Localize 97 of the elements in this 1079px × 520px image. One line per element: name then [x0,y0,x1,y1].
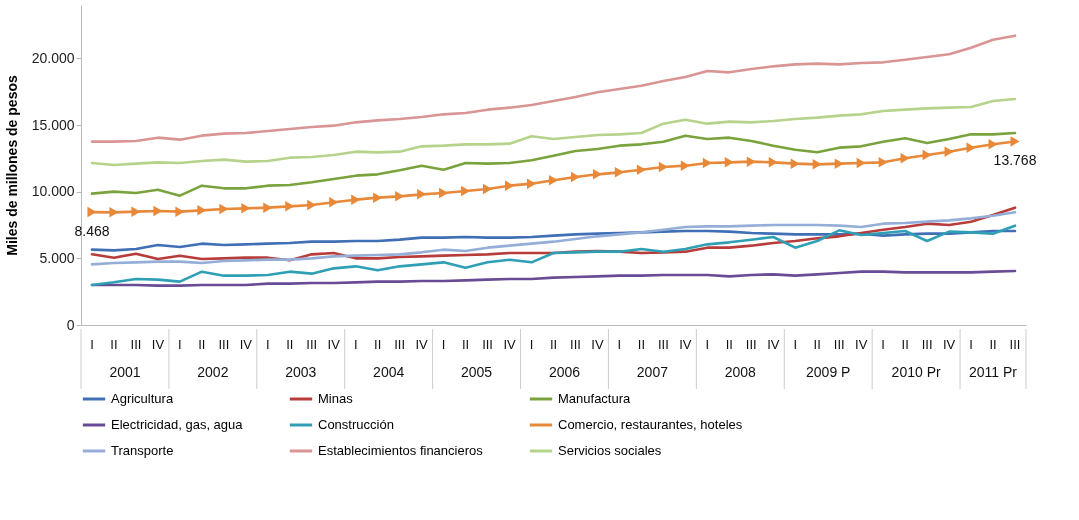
point [680,160,690,171]
legend-label: Manufactura [558,391,632,406]
x-tick-label: III [394,337,406,352]
x-tick-label: III [921,337,933,352]
x-tick-label: IV [239,337,253,352]
x-tick-label: IV [591,337,604,352]
point [548,175,559,186]
x-tick-label: III [570,337,581,352]
point [263,202,273,213]
x-tick-label: II [198,337,206,352]
point [570,171,581,183]
y-tick-label: 0 [66,316,75,333]
point [636,164,646,175]
x-tick-label: I [881,337,885,352]
x-tick-label: IV [327,337,341,352]
x-tick-label: I [705,337,710,352]
point [922,149,932,161]
text: 2007 [636,364,669,380]
x-tick-label: III [482,337,493,352]
legend-label: Establecimientos financieros [318,443,484,458]
x-tick-label: IV [679,337,692,352]
point [614,167,624,178]
legend-label: Servicios sociales [558,443,662,458]
point [878,157,888,168]
legend-label: Construcción [318,417,394,432]
point [526,178,537,189]
data-label: 13.768 [993,152,1037,169]
point [834,158,844,169]
x-tick-label: I [793,337,798,352]
data-label: 8.468 [74,223,110,240]
point [175,206,185,217]
x-tick-label: I [617,337,622,352]
point [461,185,471,197]
point [746,156,756,167]
legend-label: Minas [318,391,354,406]
x-tick-label: IV [767,337,780,352]
x-tick-label: I [969,337,973,352]
x-tick-label: I [529,337,534,352]
y-tick-label: 15.000 [31,116,75,133]
point [483,183,493,195]
point [373,192,383,203]
x-tick-label: II [813,337,821,352]
text: 2009 P [806,364,851,380]
text: 2005 [461,364,493,380]
x-tick-label: I [441,337,446,352]
x-tick-label: II [901,337,909,352]
legend-label: Electricidad, gas, agua [111,417,244,432]
x-tick-label: III [306,337,318,352]
point [592,169,602,180]
x-tick-label: III [745,337,757,352]
text: 2010 Pr [891,364,941,380]
x-tick-label: III [1009,337,1021,352]
x-tick-label: I [265,337,270,352]
y-tick-label: 20.000 [31,49,75,66]
x-tick-label: II [549,337,558,352]
point [439,187,449,199]
x-tick-label: II [989,337,997,352]
legend-label: Agricultura [111,391,174,406]
text: 2002 [197,364,229,380]
x-tick-label: IV [855,337,868,352]
legend-label: Transporte [111,443,174,458]
line-series [90,34,1017,143]
y-axis-title: Miles de millones de pesos [3,75,20,256]
y-tick-label: 5.000 [39,249,75,266]
x-tick-label: I [178,337,182,352]
x-tick-label: II [725,337,733,352]
x-tick-label: II [461,337,470,352]
text: 2004 [373,364,405,380]
point [790,158,800,169]
x-tick-label: I [90,337,94,352]
x-tick-label: II [374,337,382,352]
text: 2011 Pr [969,364,1018,380]
point [131,206,141,217]
text: 2008 [724,364,757,380]
x-tick-label: II [110,337,118,352]
point [724,157,734,168]
x-tick-label: IV [942,337,956,352]
point [351,194,361,205]
text: 2001 [109,364,141,380]
x-tick-label: IV [503,337,517,352]
x-tick-label: IV [151,337,165,352]
x-tick-label: III [130,337,142,352]
legend-label: Comercio, restaurantes, hoteles [558,417,743,432]
text: 2003 [285,364,317,380]
x-tick-label: II [637,337,646,352]
x-tick-label: I [353,337,358,352]
point [505,180,515,191]
x-tick-label: III [833,337,845,352]
point [307,199,317,211]
point [1010,136,1020,147]
y-tick-label: 10.000 [31,183,75,200]
x-tick-label: III [657,337,669,352]
x-tick-label: II [286,337,294,352]
x-tick-label: IV [415,337,429,352]
text: 2006 [548,364,581,380]
point [768,157,778,168]
x-tick-label: III [218,337,230,352]
